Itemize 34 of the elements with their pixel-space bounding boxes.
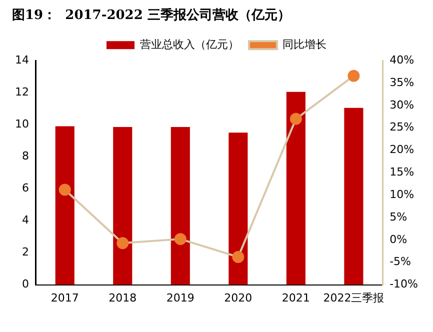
y2-tick-label: 10% — [390, 188, 414, 201]
bar — [286, 92, 306, 285]
y2-tick-label: 5% — [390, 210, 408, 224]
x-tick-label: 2018 — [108, 291, 137, 304]
chart-title: 图19： 2017-2022 三季报公司营收（亿元） — [12, 7, 290, 24]
y2-tick-label: 15% — [390, 166, 414, 179]
bar — [228, 132, 248, 285]
x-tick-label: 2021 — [282, 291, 310, 304]
y2-tick-label: 20% — [390, 143, 414, 156]
bar — [113, 127, 132, 285]
bar — [170, 127, 190, 285]
y2-tick-label: 30% — [390, 98, 414, 112]
y2-tick-label: -5% — [390, 255, 412, 268]
y2-tick-label: 0% — [390, 232, 408, 246]
legend-label: 同比增长 — [282, 38, 326, 51]
y-tick-label: 0 — [22, 278, 29, 291]
y2-tick-label: -10% — [390, 278, 418, 291]
y-tick-label: 2 — [22, 246, 29, 259]
y-tick-label: 14 — [14, 53, 29, 66]
x-tick-label: 2019 — [166, 291, 194, 304]
bar — [344, 108, 364, 285]
x-tick-label: 2022三季报 — [323, 291, 384, 304]
y2-tick-label: 25% — [390, 120, 414, 134]
y2-tick-label: 35% — [390, 76, 414, 89]
legend-label: 营业总收入（亿元） — [140, 38, 239, 51]
y-tick-label: 8 — [22, 150, 29, 163]
bar — [55, 126, 74, 285]
x-tick-label: 2020 — [224, 291, 252, 304]
y-tick-label: 10 — [14, 118, 29, 131]
y-tick-label: 12 — [14, 85, 29, 98]
y2-tick-label: 40% — [390, 53, 414, 66]
x-tick-label: 2017 — [50, 291, 79, 304]
y-tick-label: 4 — [22, 214, 29, 227]
y-tick-label: 6 — [22, 182, 29, 195]
